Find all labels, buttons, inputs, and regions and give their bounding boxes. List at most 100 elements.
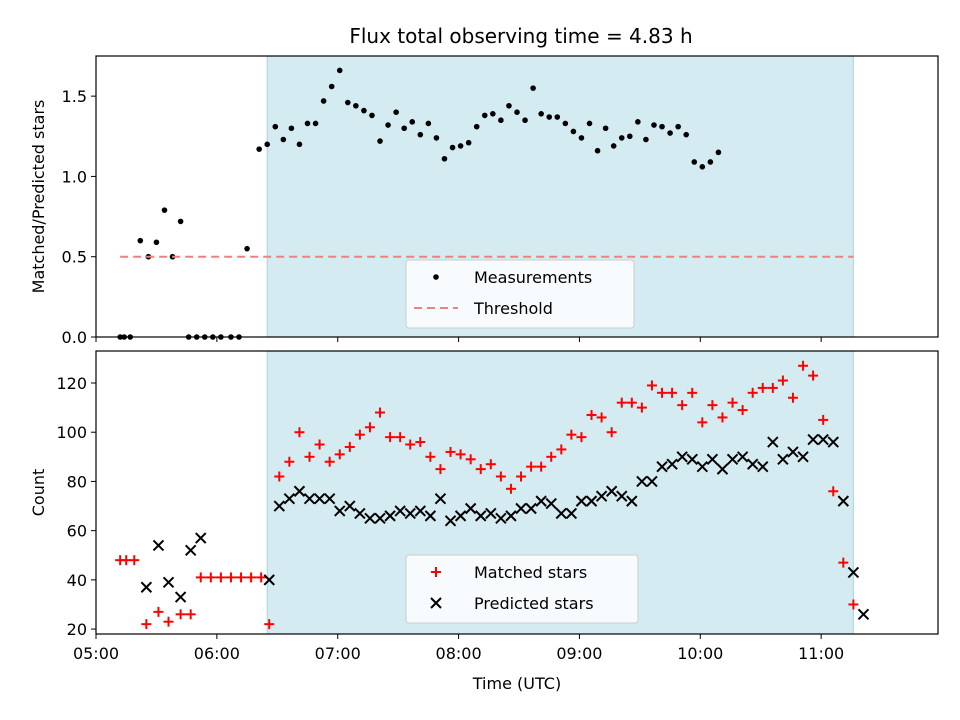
measurement-point [570,128,577,135]
measurement-point [594,147,601,154]
y-tick-label: 20 [67,620,87,639]
predicted-stars-point [676,451,688,463]
matched-stars-point [777,375,788,386]
y-tick-label: 40 [67,571,87,590]
measurement-point [369,112,375,119]
matched-stars-point [848,599,859,610]
matched-stars-point [536,461,547,472]
matched-stars-point [798,360,809,371]
matched-stars-point [264,619,275,630]
matched-stars-point [455,449,466,460]
measurement-point [353,102,359,109]
x-tick-label: 05:00 [73,644,119,663]
matched-stars-point [495,471,506,482]
predicted-stars-point [555,507,568,520]
matched-stars-point [767,382,778,393]
measurement-point [280,136,287,143]
predicted-stars-point [626,495,638,507]
legend: Measurements Threshold [405,259,635,329]
predicted-stars-point [686,453,698,465]
x-tick-label: 09:00 [556,644,602,663]
matched-stars-point [215,572,226,583]
series-group [115,360,859,630]
measurement-point [425,120,432,127]
measurement-point [344,99,351,106]
predicted-stars-point [424,510,437,522]
measurement-point [312,120,319,127]
predicted-stars-point [787,446,799,458]
predicted-stars-point [696,460,709,473]
predicted-stars-point [595,490,608,502]
matched-stars-point [141,619,152,630]
matched-stars-point [687,387,698,398]
measurement-point [562,120,569,127]
predicted-stars-point [857,608,870,621]
predicted-stars-point [767,436,779,448]
predicted-stars-point [736,451,749,463]
predicted-stars-point [827,436,839,448]
predicted-stars-point [140,581,153,593]
measurement-point [498,117,504,124]
x-tick-label: 10:00 [677,644,723,663]
measurement-point [578,135,585,141]
measurement-point [433,135,440,141]
measurement-point [691,159,698,165]
measurement-point [659,123,665,130]
measurement-point [514,109,520,115]
matched-stars-point [526,461,537,472]
predicted-stars-point [334,505,346,517]
measurement-point [244,245,250,252]
measurement-point [627,133,633,140]
matched-stars-point [256,572,267,583]
predicted-stars-point [475,510,487,522]
legend-marker [431,567,441,577]
legend-marker [430,597,442,609]
measurement-point [417,131,424,138]
measurement-point [457,143,464,149]
matched-stars-point [324,456,335,467]
predicted-stars-point [636,475,648,488]
predicted-stars-point [505,510,517,522]
predicted-stars-point [195,532,207,544]
measurement-point [385,122,391,128]
measurement-point [449,144,456,151]
y-axis-label: Matched/Predicted stars [29,100,48,294]
matched-stars-point [129,555,140,566]
predicted-stars-point [323,492,336,505]
measurement-point [153,239,160,246]
predicted-stars-point [757,460,769,473]
predicted-stars-point [605,485,618,497]
predicted-stars-point [394,505,406,517]
predicted-stars-point [384,510,396,522]
matched-stars-point [747,387,758,398]
measurement-point [530,85,536,91]
matched-stars-point [616,397,627,408]
matched-stars-point [294,427,305,438]
axes-frame [95,350,939,635]
matched-stars-point [153,606,164,617]
matched-stars-point [225,572,236,583]
matched-stars-point [163,616,174,627]
measurement-point [320,98,327,104]
predicted-stars-point [706,453,719,465]
measurement-point [288,125,295,132]
measurement-point [441,155,448,162]
matched-stars-point [395,432,406,443]
matched-stars-point [334,449,345,460]
predicted-stars-point [716,463,729,475]
matched-stars-point [566,429,577,440]
matched-stars-point [757,382,768,393]
matched-stars-point [485,459,496,470]
matched-stars-point [576,432,587,443]
predicted-stars-point [293,485,306,497]
matched-stars-point [787,392,798,403]
predicted-stars-point [565,507,578,520]
matched-stars-point [586,409,597,420]
matched-stars-point [344,441,355,452]
predicted-stars-point [545,497,557,510]
y-tick-label: 100 [56,423,87,442]
legend-marker [433,274,439,280]
x-axis-label: Time (UTC) [472,674,561,693]
legend-label: Threshold [473,299,553,318]
